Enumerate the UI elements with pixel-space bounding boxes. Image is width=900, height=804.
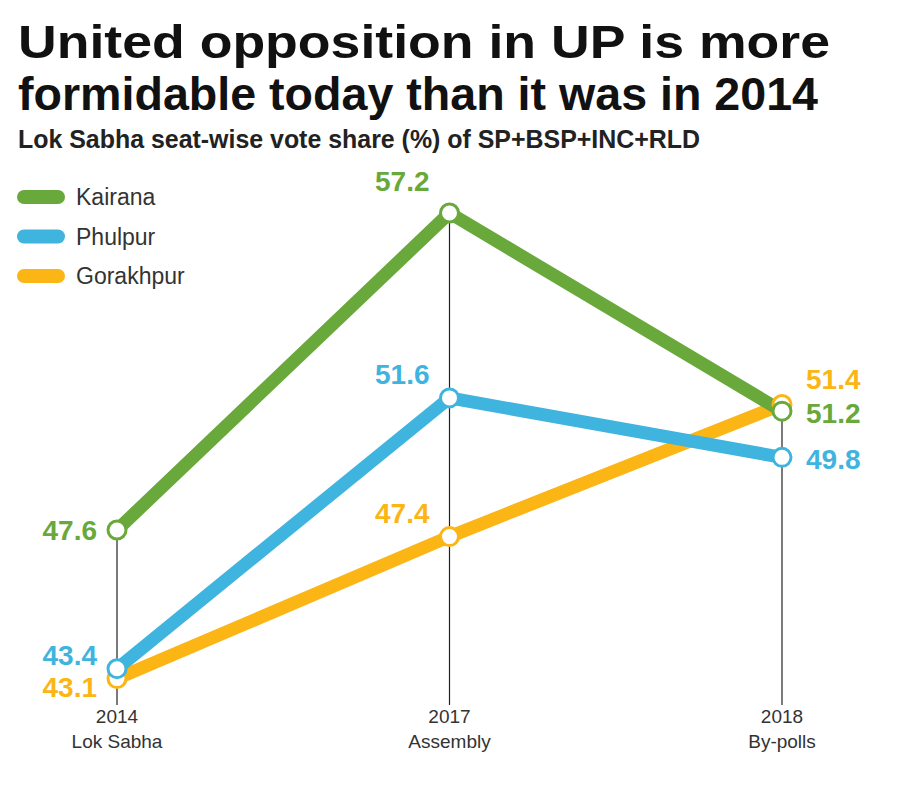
subtitle: Lok Sabha seat-wise vote share (%) of SP…	[18, 125, 700, 153]
data-label: 47.4	[375, 498, 430, 529]
legend-swatch	[24, 269, 58, 283]
data-label: 49.8	[806, 444, 861, 475]
x-tick-label-line: Assembly	[408, 731, 491, 752]
data-label: 47.6	[43, 515, 98, 546]
point-marker	[773, 448, 791, 466]
data-label: 57.2	[375, 166, 430, 197]
legend-swatch	[24, 230, 58, 244]
data-label: 51.4	[806, 364, 861, 395]
x-tick-label-line: By-polls	[748, 731, 816, 752]
drop-lines	[117, 213, 782, 705]
data-label: 51.6	[375, 359, 430, 390]
series-line	[117, 213, 782, 530]
point-marker	[441, 204, 459, 222]
data-label: 43.1	[43, 672, 98, 703]
data-label: 51.2	[806, 398, 861, 429]
legend-label: Kairana	[76, 184, 155, 210]
point-marker	[108, 660, 126, 678]
x-tick-label-line: 2018	[761, 706, 803, 727]
title: formidable today than it was in 2014	[18, 68, 818, 120]
legend-label: Gorakhpur	[76, 263, 185, 289]
data-label: 43.4	[43, 640, 98, 671]
x-axis-labels: 2014 Lok Sabha 2017 Assembly 2018 By-polls	[72, 706, 816, 752]
data-labels: 43.1 47.4 51.4 43.4 51.6 49.8 47.6 57.2 51.2	[43, 166, 861, 703]
x-tick-label-line: Lok Sabha	[72, 731, 163, 752]
point-marker	[441, 528, 459, 546]
x-tick-label: 2014 Lok Sabha	[72, 706, 163, 752]
title: United opposition in UP is more	[18, 16, 830, 68]
x-tick-label: 2018 By-polls	[748, 706, 816, 752]
point-marker	[108, 521, 126, 539]
chart-svg: United opposition in UP is moreformidabl…	[0, 0, 900, 804]
drop-line	[449, 213, 450, 705]
point-marker	[773, 402, 791, 420]
legend-label: Phulpur	[76, 224, 156, 250]
legend: Kairana Phulpur Gorakhpur	[24, 184, 185, 289]
x-tick-label: 2017 Assembly	[408, 706, 491, 752]
x-tick-label-line: 2017	[428, 706, 470, 727]
x-tick-label-line: 2014	[96, 706, 139, 727]
legend-swatch	[24, 190, 58, 204]
title-group: United opposition in UP is moreformidabl…	[18, 16, 830, 120]
marks	[108, 204, 791, 688]
chart-root: United opposition in UP is moreformidabl…	[0, 0, 900, 804]
point-marker	[441, 389, 459, 407]
